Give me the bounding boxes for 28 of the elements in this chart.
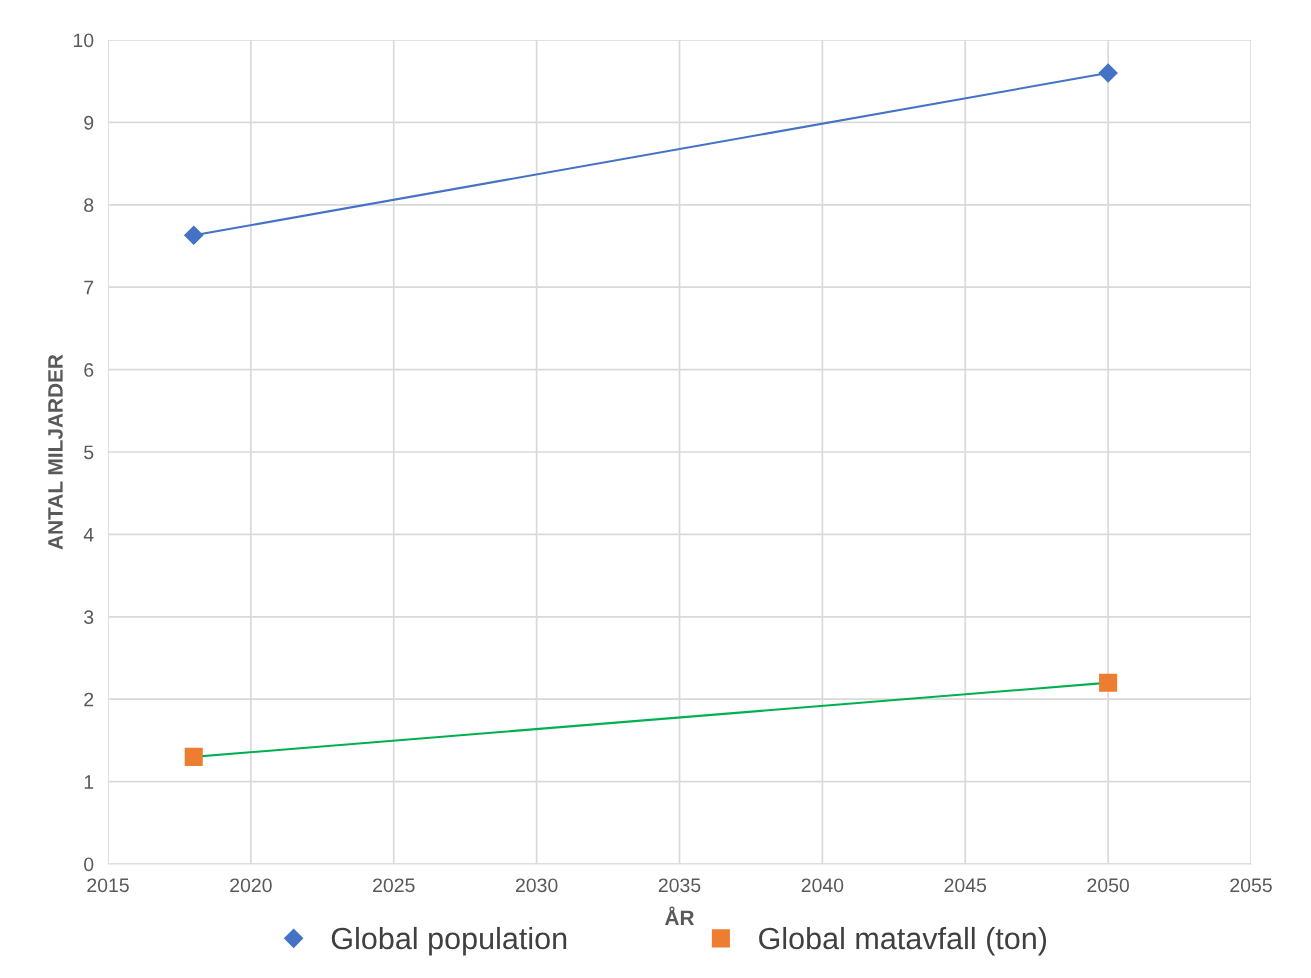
point <box>1098 63 1118 83</box>
legend-label: Global population <box>331 926 567 956</box>
x-tick-label: 2050 <box>1087 878 1129 893</box>
x-tick-label: 2040 <box>801 878 844 893</box>
x-tick-label: 2055 <box>1230 878 1272 893</box>
y-tick-label: 4 <box>83 528 94 542</box>
y-axis-title: ANTAL MILJARDER <box>48 354 63 550</box>
y-tick-label: 8 <box>84 198 94 213</box>
y-tick-label: 10 <box>73 33 94 48</box>
y-tick-label: 5 <box>84 445 94 460</box>
y-tick-label: 9 <box>84 115 94 130</box>
y-tick-label: 3 <box>84 610 94 625</box>
y-tick-label: 6 <box>84 363 94 377</box>
y-tick-label: 1 <box>84 775 94 789</box>
point <box>184 225 204 245</box>
point <box>1099 673 1118 692</box>
y-tick-label: 2 <box>84 692 94 707</box>
x-tick-label: 2015 <box>87 878 129 893</box>
x-tick-label: 2020 <box>230 878 272 893</box>
y-tick-label: 0 <box>84 857 94 872</box>
x-axis-title: ÅR <box>664 906 695 925</box>
x-tick-label: 2035 <box>658 878 701 893</box>
point <box>184 747 203 766</box>
x-tick-label: 2025 <box>373 878 415 893</box>
x-tick-label: 2030 <box>515 878 558 893</box>
y-tick-label: 7 <box>84 280 94 295</box>
legend-label: Global matavfall (ton) <box>759 926 1047 956</box>
x-tick-label: 2045 <box>944 878 987 893</box>
